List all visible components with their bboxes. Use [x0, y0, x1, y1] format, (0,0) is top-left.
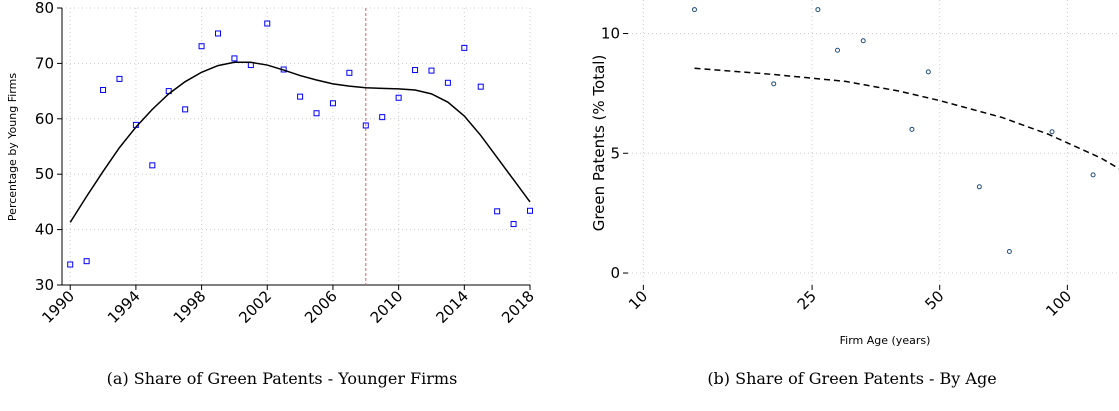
point — [527, 207, 533, 214]
point — [182, 106, 189, 113]
x-tick-label: 1994 — [104, 287, 144, 327]
point — [362, 122, 369, 129]
x-tick-label: 2018 — [498, 287, 538, 327]
fit-line — [694, 67, 1119, 170]
point — [264, 20, 271, 27]
point — [83, 258, 90, 265]
point — [860, 38, 866, 44]
y-tick-label: 0 — [610, 264, 620, 282]
point — [329, 100, 336, 107]
y-tick-label: 40 — [35, 221, 54, 239]
point — [412, 67, 419, 74]
x-tick-label: 10 — [625, 287, 651, 313]
point — [444, 79, 451, 86]
point — [428, 67, 435, 74]
y-tick-label: 60 — [35, 110, 54, 128]
x-tick-label: 50 — [921, 287, 947, 313]
point — [198, 43, 205, 50]
point — [379, 114, 386, 121]
point — [395, 94, 402, 101]
point — [834, 47, 840, 53]
caption: (a) Share of Green Patents - Younger Fir… — [107, 369, 458, 388]
point — [1006, 248, 1012, 254]
point — [815, 7, 821, 13]
y-axis-label: Percentage by Young Firms — [6, 73, 19, 221]
y-tick-label: 70 — [35, 54, 54, 72]
point — [691, 7, 697, 13]
point — [297, 93, 304, 100]
y-tick-label: 30 — [35, 276, 54, 294]
y-tick-label: 10 — [601, 25, 620, 43]
x-tick-label: 25 — [794, 287, 820, 313]
point — [771, 81, 777, 87]
point — [231, 55, 238, 62]
x-tick-label: 2014 — [432, 287, 472, 327]
x-tick-label: 2002 — [235, 287, 275, 327]
point — [149, 162, 156, 169]
point — [313, 110, 320, 117]
point — [477, 83, 484, 90]
y-tick-label: 5 — [610, 144, 620, 162]
point — [116, 75, 123, 82]
y-tick-label: 80 — [35, 0, 54, 17]
point — [1090, 172, 1096, 178]
point — [100, 86, 107, 93]
x-tick-label: 100 — [1042, 287, 1075, 320]
x-axis-label: Firm Age (years) — [840, 334, 931, 347]
point — [925, 69, 931, 75]
point — [976, 184, 982, 190]
x-tick-label: 2006 — [301, 287, 341, 327]
point — [494, 208, 501, 215]
point — [909, 126, 915, 132]
x-tick-label: 1998 — [170, 287, 210, 327]
point — [346, 69, 353, 76]
y-tick-label: 50 — [35, 165, 54, 183]
point — [215, 30, 221, 37]
point — [461, 44, 468, 51]
fit-line — [69, 61, 531, 223]
caption: (b) Share of Green Patents - By Age — [707, 369, 996, 388]
x-tick-label: 2010 — [367, 287, 407, 327]
y-axis-label: Green Patents (% Total) — [590, 55, 608, 232]
point — [510, 221, 517, 228]
point — [1049, 129, 1055, 135]
point — [67, 261, 74, 268]
